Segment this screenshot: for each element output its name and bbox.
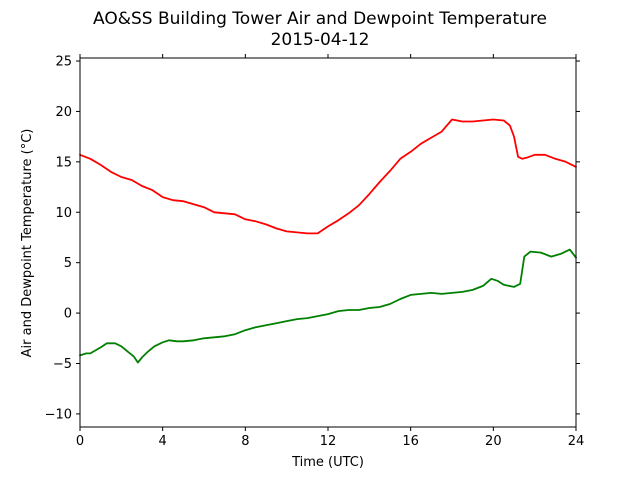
y-tick-label: 5 (64, 256, 72, 271)
y-tick-label: 10 (55, 206, 72, 221)
x-tick-label: 12 (320, 434, 337, 449)
axes-frame (79, 57, 577, 428)
y-tick-label: 25 (55, 55, 72, 70)
x-tick-label: 8 (241, 434, 249, 449)
y-axis: −10 −5 0 5 10 15 20 25 (45, 55, 580, 422)
y-tick-label: 20 (55, 105, 72, 120)
y-tick-label: −10 (45, 407, 72, 422)
x-axis: 0 4 8 12 16 20 24 (76, 54, 584, 449)
plot-area (79, 118, 577, 364)
y-tick-label: 15 (55, 155, 72, 170)
x-tick-label: 16 (402, 434, 419, 449)
y-tick-label: 0 (64, 307, 72, 322)
air-temperature-line (79, 118, 577, 235)
dewpoint-temperature-line (79, 248, 577, 364)
x-tick-label: 0 (76, 434, 84, 449)
chart-title: AO&SS Building Tower Air and Dewpoint Te… (93, 9, 547, 29)
x-axis-label: Time (UTC) (291, 455, 364, 470)
x-tick-label: 4 (159, 434, 167, 449)
chart-subtitle: 2015-04-12 (271, 30, 370, 50)
y-axis-label: Air and Dewpoint Temperature (°C) (20, 129, 35, 358)
x-tick-label: 20 (485, 434, 502, 449)
x-tick-label: 24 (568, 434, 585, 449)
y-tick-label: −5 (53, 357, 72, 372)
